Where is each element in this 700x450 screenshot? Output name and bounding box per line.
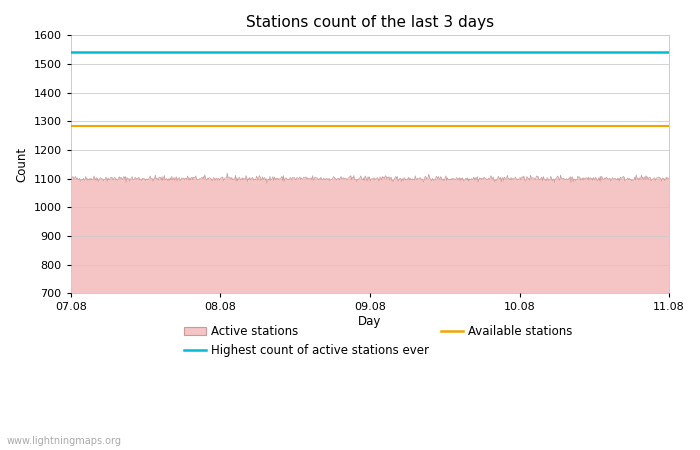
Y-axis label: Count: Count [15, 147, 28, 182]
X-axis label: Day: Day [358, 315, 382, 328]
Title: Stations count of the last 3 days: Stations count of the last 3 days [246, 15, 494, 30]
Legend: Active stations, Highest count of active stations ever, Available stations: Active stations, Highest count of active… [184, 325, 573, 357]
Text: www.lightningmaps.org: www.lightningmaps.org [7, 436, 122, 446]
